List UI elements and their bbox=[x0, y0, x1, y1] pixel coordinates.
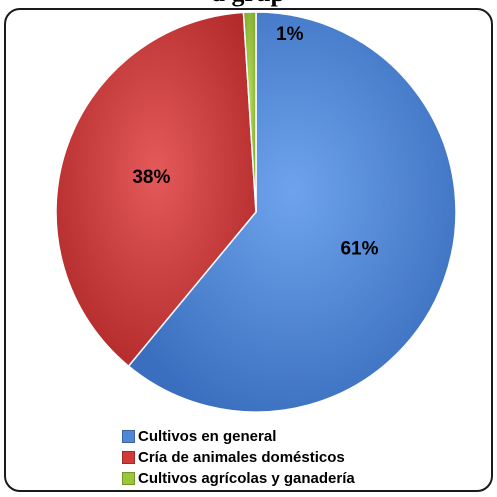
legend-swatch bbox=[122, 472, 135, 485]
legend-label: Cría de animales domésticos bbox=[138, 449, 345, 466]
pie-data-label: 1% bbox=[276, 24, 304, 45]
legend-item-cria-de-animales: Cría de animales domésticos bbox=[122, 447, 355, 468]
legend-swatch bbox=[122, 430, 135, 443]
legend-item-cultivos-y-ganaderia: Cultivos agrícolas y ganadería bbox=[122, 468, 355, 489]
legend-label: Cultivos agrícolas y ganadería bbox=[138, 470, 355, 487]
pie-slice-cultivos-y-ganaderia bbox=[242, 11, 257, 213]
pie-data-label: 61% bbox=[340, 238, 378, 259]
pie-data-label: 38% bbox=[132, 167, 170, 188]
legend-item-cultivos-en-general: Cultivos en general bbox=[122, 426, 355, 447]
pie-slice-cria-de-animales bbox=[55, 11, 257, 368]
legend: Cultivos en general Cría de animales dom… bbox=[122, 426, 355, 489]
legend-swatch bbox=[122, 451, 135, 464]
pie-slice-cultivos-en-general bbox=[127, 11, 457, 413]
legend-label: Cultivos en general bbox=[138, 428, 277, 445]
chart-title-fragment: a grup bbox=[0, 0, 497, 8]
